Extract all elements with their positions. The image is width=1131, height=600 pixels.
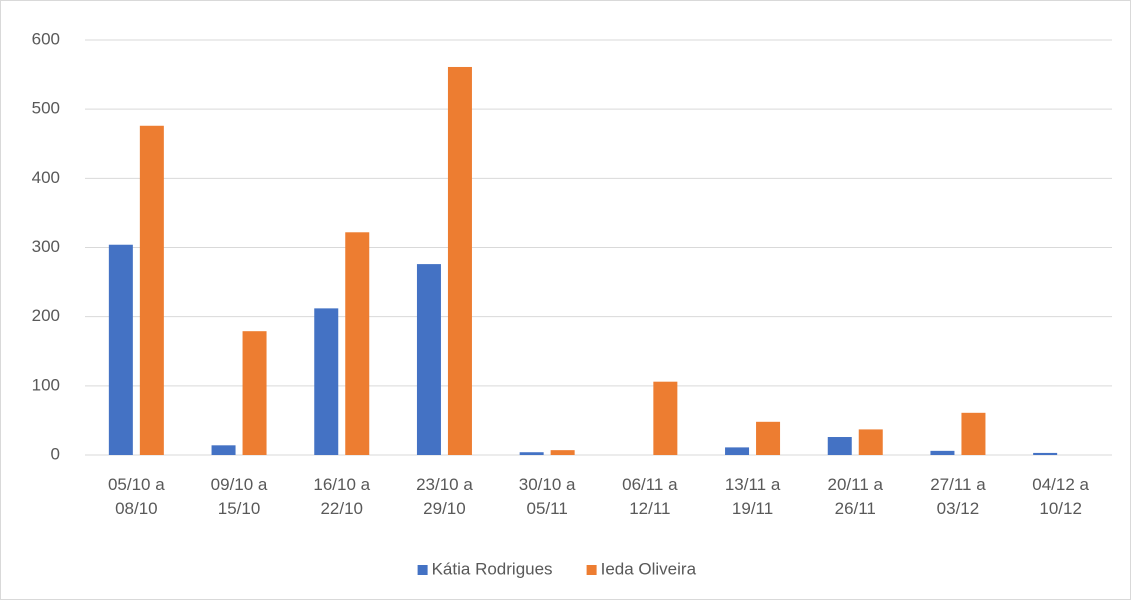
bar (961, 412, 986, 455)
x-tick-label: 16/10 a 22/10 (313, 475, 371, 518)
x-tick-label: 13/11 a 19/11 (724, 475, 781, 518)
bar (211, 445, 236, 455)
bar (930, 450, 955, 455)
bar (416, 264, 441, 455)
x-tick-label: 30/10 a 05/11 (518, 475, 576, 518)
y-tick-label: 300 (32, 237, 60, 256)
y-tick-label: 100 (32, 375, 60, 394)
y-tick-label: 0 (51, 444, 60, 463)
x-tick-label: 20/11 a 26/11 (827, 475, 883, 518)
bar (314, 308, 339, 455)
bar (447, 66, 472, 455)
y-tick-label: 600 (32, 29, 60, 48)
bar (858, 429, 883, 455)
x-tick-label: 04/12 a 10/12 (1032, 475, 1089, 518)
y-tick-label: 400 (32, 168, 60, 187)
bar (1033, 452, 1058, 455)
y-tick-label: 500 (32, 99, 60, 118)
bar (756, 421, 781, 455)
y-tick-label: 200 (32, 306, 60, 325)
legend-label: Kátia Rodrigues (432, 559, 553, 578)
bar (242, 331, 267, 455)
x-tick-label: 05/10 a 08/10 (107, 475, 165, 518)
bar (519, 452, 544, 455)
bar (345, 232, 370, 455)
bar (550, 450, 575, 455)
legend-swatch (586, 565, 597, 575)
bar (725, 447, 750, 455)
bar (139, 125, 164, 456)
x-tick-label: 23/10 a 29/10 (416, 475, 473, 518)
x-tick-label: 27/11 a 03/12 (930, 475, 986, 518)
bar (653, 381, 678, 455)
legend-label: Ieda Oliveira (601, 559, 697, 578)
x-tick-label: 06/11 a 12/11 (622, 475, 678, 518)
legend-swatch (417, 565, 428, 575)
bar (108, 244, 133, 455)
bar (827, 437, 852, 455)
x-tick-label: 09/10 a 15/10 (210, 475, 268, 518)
